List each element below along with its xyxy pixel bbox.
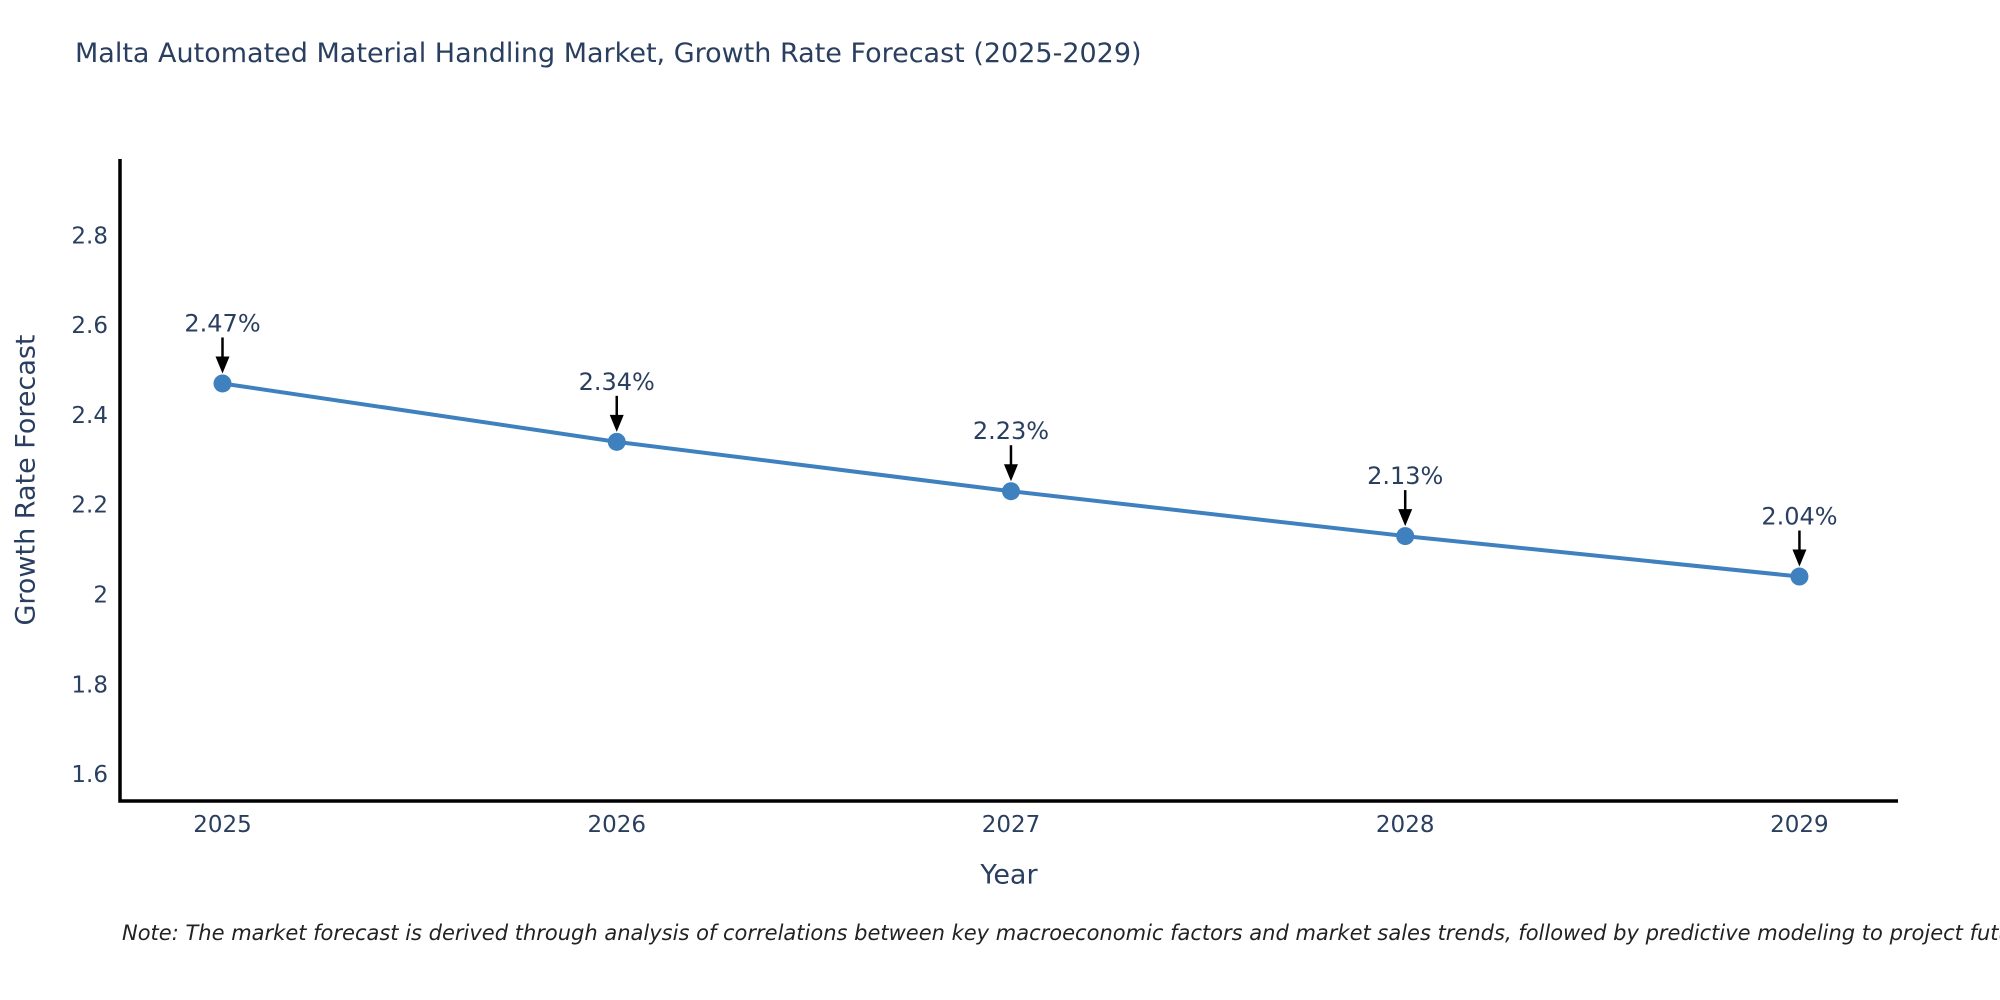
annotation-arrowhead — [1003, 464, 1018, 482]
footnote: Note: The market forecast is derived thr… — [122, 921, 2000, 945]
x-tick-label: 2028 — [1376, 812, 1435, 838]
annotation-arrowhead — [215, 356, 230, 374]
x-tick-label: 2026 — [587, 812, 646, 838]
x-axis-title: Year — [980, 859, 1038, 891]
data-point — [1396, 527, 1415, 546]
chart-title: Malta Automated Material Handling Market… — [75, 38, 1142, 69]
axis-lines — [118, 159, 1898, 803]
x-tick-label: 2029 — [1770, 812, 1829, 838]
x-tick-label: 2025 — [193, 812, 252, 838]
data-point-label: 2.13% — [1367, 462, 1443, 490]
y-tick-label: 2.6 — [71, 313, 108, 339]
y-tick-label: 2.4 — [71, 403, 108, 429]
annotation-arrowhead — [1398, 509, 1413, 527]
data-point-label: 2.04% — [1761, 503, 1837, 531]
y-tick-label: 1.6 — [71, 762, 108, 788]
y-tick-label: 2.8 — [71, 223, 108, 249]
data-point — [213, 374, 232, 393]
x-tick-label: 2027 — [982, 812, 1041, 838]
data-point-label: 2.47% — [184, 309, 260, 337]
data-point — [1001, 482, 1020, 501]
annotation-arrowhead — [1792, 549, 1807, 567]
y-tick-label: 2.2 — [71, 493, 108, 519]
data-point — [1790, 567, 1809, 586]
y-tick-label: 2 — [93, 582, 108, 608]
data-point-label: 2.23% — [973, 417, 1049, 445]
data-point — [607, 432, 626, 451]
data-point-label: 2.34% — [579, 368, 655, 396]
annotation-arrowhead — [609, 414, 624, 432]
y-tick-label: 1.8 — [71, 672, 108, 698]
